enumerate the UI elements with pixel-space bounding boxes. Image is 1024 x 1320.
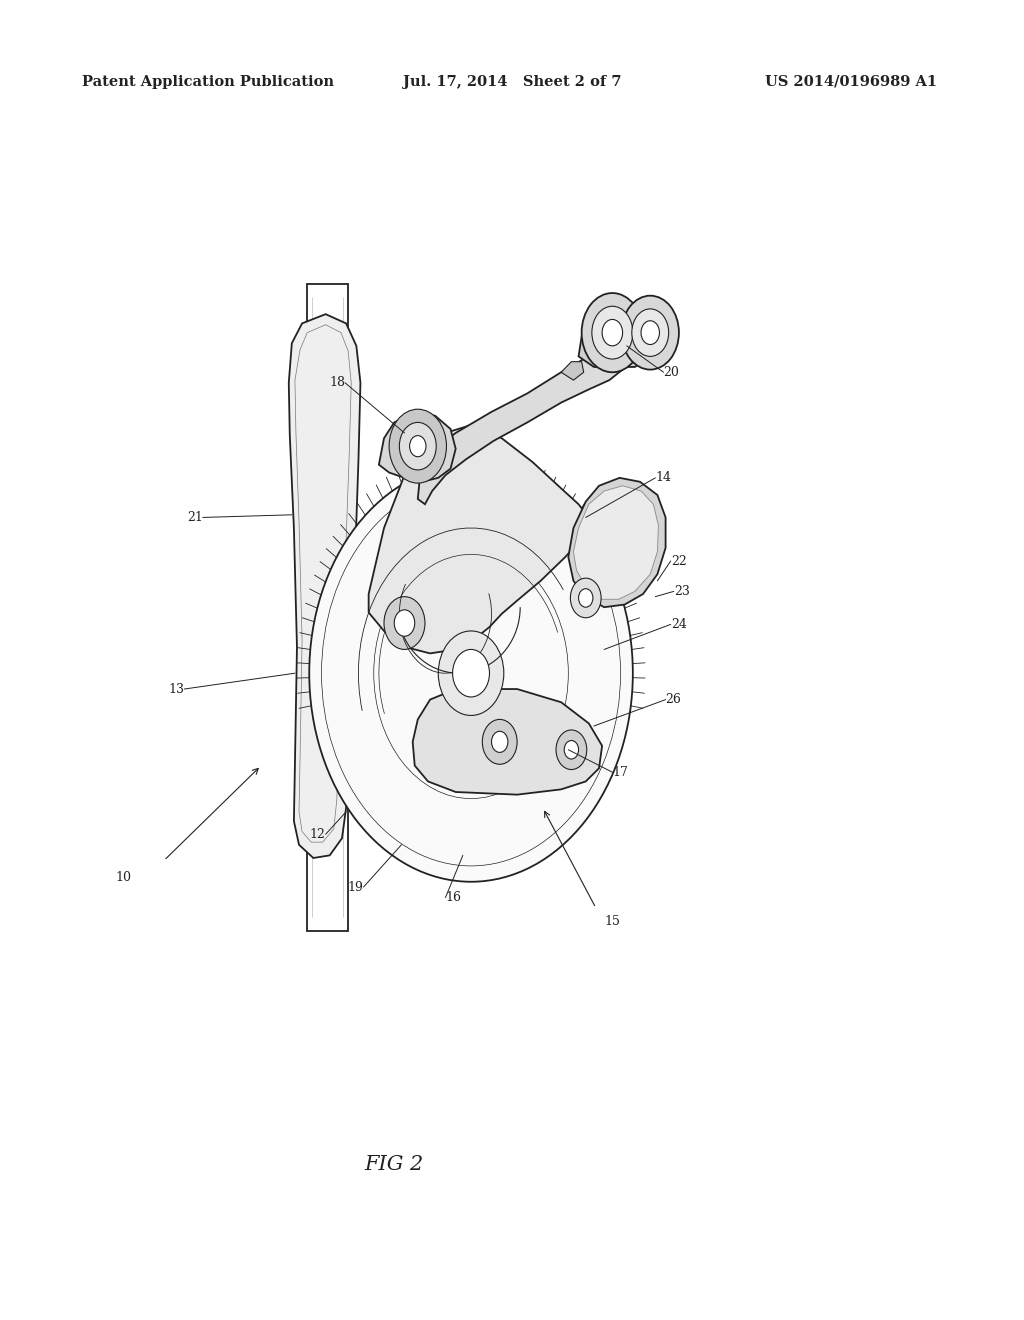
Circle shape: [453, 649, 489, 697]
Polygon shape: [413, 689, 602, 795]
Circle shape: [399, 422, 436, 470]
Circle shape: [492, 731, 508, 752]
Text: FIG 2: FIG 2: [365, 1155, 424, 1173]
Text: 26: 26: [666, 693, 682, 706]
Text: 22: 22: [671, 554, 686, 568]
Text: Patent Application Publication: Patent Application Publication: [82, 75, 334, 88]
Text: 13: 13: [168, 682, 184, 696]
Circle shape: [602, 319, 623, 346]
Text: 23: 23: [674, 585, 690, 598]
Circle shape: [438, 631, 504, 715]
Circle shape: [582, 293, 643, 372]
Text: 17: 17: [612, 766, 629, 779]
Text: Jul. 17, 2014   Sheet 2 of 7: Jul. 17, 2014 Sheet 2 of 7: [402, 75, 622, 88]
Polygon shape: [307, 284, 348, 931]
Text: 20: 20: [664, 366, 680, 379]
Text: US 2014/0196989 A1: US 2014/0196989 A1: [765, 75, 937, 88]
Circle shape: [579, 589, 593, 607]
Circle shape: [632, 309, 669, 356]
Text: 10: 10: [115, 871, 131, 884]
Text: 14: 14: [655, 471, 672, 484]
Polygon shape: [379, 412, 456, 482]
Text: 19: 19: [347, 880, 364, 894]
Circle shape: [384, 597, 425, 649]
Text: 15: 15: [604, 915, 621, 928]
Polygon shape: [579, 314, 650, 367]
Polygon shape: [418, 346, 625, 504]
Polygon shape: [289, 314, 360, 858]
Circle shape: [622, 296, 679, 370]
Circle shape: [570, 578, 601, 618]
Text: 12: 12: [309, 828, 326, 841]
Text: 16: 16: [445, 891, 462, 904]
Polygon shape: [568, 478, 666, 607]
Polygon shape: [612, 314, 650, 350]
Circle shape: [394, 610, 415, 636]
Polygon shape: [573, 486, 658, 599]
Text: 24: 24: [671, 618, 687, 631]
Polygon shape: [561, 362, 584, 380]
Text: 18: 18: [329, 376, 345, 389]
Circle shape: [309, 465, 633, 882]
Text: 21: 21: [186, 511, 203, 524]
Circle shape: [556, 730, 587, 770]
Circle shape: [410, 436, 426, 457]
Circle shape: [641, 321, 659, 345]
Circle shape: [482, 719, 517, 764]
Circle shape: [592, 306, 633, 359]
Circle shape: [564, 741, 579, 759]
Circle shape: [389, 409, 446, 483]
Polygon shape: [369, 425, 589, 653]
